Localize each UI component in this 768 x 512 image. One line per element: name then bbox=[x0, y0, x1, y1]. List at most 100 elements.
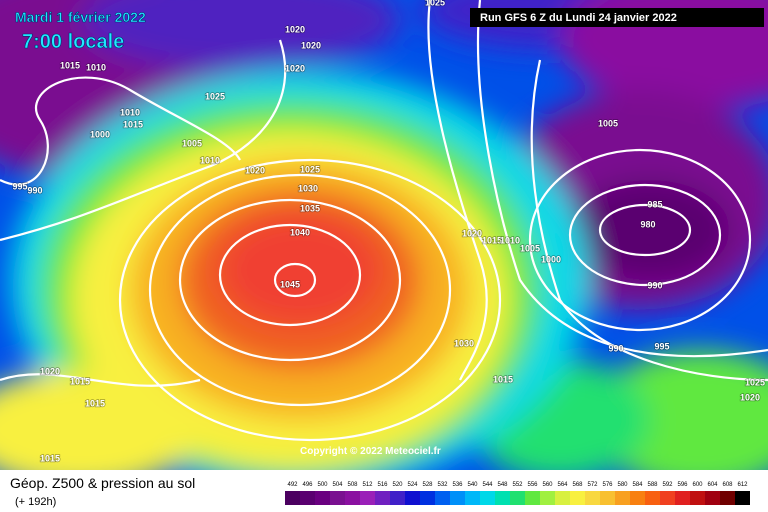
colorbar-label: 520 bbox=[392, 482, 403, 488]
isobar-label: 990 bbox=[647, 280, 662, 290]
isobar-label: 1020 bbox=[462, 228, 482, 238]
colorbar-label: 504 bbox=[332, 482, 343, 488]
isobar-label: 985 bbox=[647, 199, 662, 209]
isobar-label: 1010 bbox=[200, 155, 220, 165]
colorbar-label: 572 bbox=[587, 482, 598, 488]
colorbar-label: 564 bbox=[557, 482, 568, 488]
colorbar-label: 560 bbox=[542, 482, 553, 488]
isobar-label: 1020 bbox=[301, 40, 321, 50]
isobar-label: 1010 bbox=[86, 62, 106, 72]
run-info: Run GFS 6 Z du Lundi 24 janvier 2022 bbox=[480, 12, 677, 24]
colorbar-swatch bbox=[570, 491, 585, 505]
colorbar-swatch bbox=[630, 491, 645, 505]
isobar-label: 995 bbox=[654, 341, 669, 351]
isobar-label: 1020 bbox=[285, 63, 305, 73]
isobar-label: 1015 bbox=[493, 374, 513, 384]
colorbar-label: 516 bbox=[377, 482, 388, 488]
isobar-label: 1025 bbox=[745, 377, 765, 387]
colorbar-swatch bbox=[555, 491, 570, 505]
isobar-label: 1000 bbox=[541, 254, 561, 264]
isobar-label: 1000 bbox=[90, 129, 110, 139]
colorbar-swatch bbox=[300, 491, 315, 505]
colorbar-swatch bbox=[390, 491, 405, 505]
isobar-label: 1015 bbox=[40, 453, 60, 463]
colorbar-label: 532 bbox=[437, 482, 448, 488]
colorbar-swatch bbox=[690, 491, 705, 505]
isobar-label: 1020 bbox=[40, 366, 60, 376]
colorbar-swatch bbox=[675, 491, 690, 505]
colorbar-label: 524 bbox=[407, 482, 418, 488]
isobar-label: 1015 bbox=[70, 376, 90, 386]
colorbar-label: 540 bbox=[467, 482, 478, 488]
colorbar-swatch bbox=[705, 491, 720, 505]
colorbar-label: 512 bbox=[362, 482, 373, 488]
isobar-label: 995 bbox=[12, 181, 27, 191]
colorbar-label: 596 bbox=[677, 482, 688, 488]
isobar-label: 1020 bbox=[285, 24, 305, 34]
colorbar-label: 612 bbox=[737, 482, 748, 488]
copyright: Copyright © 2022 Meteociel.fr bbox=[300, 446, 441, 457]
colorbar-label: 508 bbox=[347, 482, 358, 488]
isobar-label: 1005 bbox=[598, 118, 618, 128]
colorbar-swatch bbox=[585, 491, 600, 505]
colorbar-swatch bbox=[345, 491, 360, 505]
colorbar-label: 492 bbox=[287, 482, 298, 488]
isobar-label: 990 bbox=[608, 343, 623, 353]
colorbar-swatch bbox=[720, 491, 735, 505]
colorbar-label: 592 bbox=[662, 482, 673, 488]
colorbar-swatch bbox=[360, 491, 375, 505]
isobar-label: 1045 bbox=[280, 279, 300, 289]
colorbar-swatch bbox=[645, 491, 660, 505]
colorbar-swatch bbox=[420, 491, 435, 505]
isobars bbox=[0, 0, 768, 442]
colorbar-swatch bbox=[660, 491, 675, 505]
colorbar-label: 552 bbox=[512, 482, 523, 488]
colorbar-label: 536 bbox=[452, 482, 463, 488]
isobar-label: 1030 bbox=[454, 338, 474, 348]
colorbar-label: 500 bbox=[317, 482, 328, 488]
colorbar-label: 580 bbox=[617, 482, 628, 488]
forecast-date: Mardi 1 février 2022 bbox=[15, 9, 146, 25]
colorbar-label: 568 bbox=[572, 482, 583, 488]
colorbar-swatch bbox=[315, 491, 330, 505]
isobar-label: 1015 bbox=[123, 119, 143, 129]
isobar-label: 980 bbox=[640, 219, 655, 229]
colorbar-swatch bbox=[510, 491, 525, 505]
colorbar: 492 496 500 504 508 512 516 520 524 528 532 536 540 5… bbox=[285, 482, 750, 505]
forecast-time: 7:00 locale bbox=[22, 31, 124, 53]
colorbar-label: 600 bbox=[692, 482, 703, 488]
colorbar-swatch bbox=[435, 491, 450, 505]
colorbar-swatch bbox=[375, 491, 390, 505]
colorbar-swatch bbox=[600, 491, 615, 505]
isobar-label: 1030 bbox=[298, 183, 318, 193]
isobar-label: 1015 bbox=[60, 60, 80, 70]
colorbar-swatch bbox=[495, 491, 510, 505]
isobar-label: 1035 bbox=[300, 203, 320, 213]
isobar-label: 1020 bbox=[740, 392, 760, 402]
isobar-labels: 1025 1020 1020 1020 1015 1010 1025 1010 1015 1000… bbox=[12, 0, 766, 464]
colorbar-swatch bbox=[405, 491, 420, 505]
isobar-label: 1010 bbox=[500, 235, 520, 245]
isobar-label: 1025 bbox=[425, 0, 445, 7]
colorbar-label: 588 bbox=[647, 482, 658, 488]
isobar-label: 1020 bbox=[245, 165, 265, 175]
footer-title: Géop. Z500 & pression au sol bbox=[10, 475, 195, 491]
isobar-label: 990 bbox=[27, 185, 42, 195]
isobar-label: 1040 bbox=[290, 227, 310, 237]
isobar-label: 1005 bbox=[182, 138, 202, 148]
colorbar-swatch bbox=[465, 491, 480, 505]
colorbar-label: 548 bbox=[497, 482, 508, 488]
isobar-label: 1010 bbox=[120, 107, 140, 117]
footer-lead: (+ 192h) bbox=[15, 496, 56, 508]
run-box bbox=[470, 8, 764, 27]
isobar-label: 1015 bbox=[85, 398, 105, 408]
colorbar-swatch bbox=[735, 491, 750, 505]
isobar-label: 1025 bbox=[300, 164, 320, 174]
colorbar-swatch bbox=[525, 491, 540, 505]
colorbar-label: 528 bbox=[422, 482, 433, 488]
isobar-label: 1005 bbox=[520, 243, 540, 253]
colorbar-swatch bbox=[540, 491, 555, 505]
colorbar-swatch bbox=[285, 491, 300, 505]
colorbar-label: 576 bbox=[602, 482, 613, 488]
colorbar-swatch bbox=[330, 491, 345, 505]
